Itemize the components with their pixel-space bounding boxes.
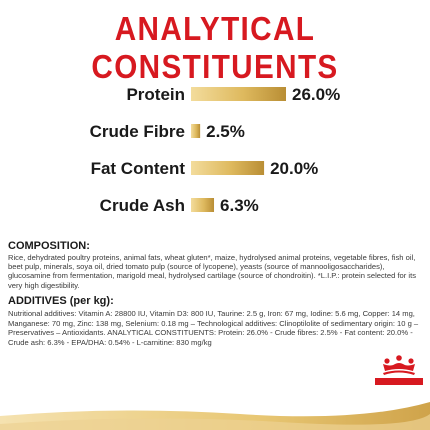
category-label: Fat Content (91, 159, 186, 178)
bar (191, 161, 265, 175)
additives-text: Nutritional additives: Vitamin A: 28800 … (8, 309, 419, 347)
analytical-bar-chart: Protein 26.0% Crude Fibre 2.5% Fat Content 20… (90, 85, 341, 215)
bar (191, 198, 215, 212)
composition-text: Rice, dehydrated poultry proteins, anima… (8, 253, 417, 290)
bar (191, 124, 201, 138)
category-label: Protein (126, 85, 185, 104)
bar (191, 87, 286, 101)
category-label: Crude Ash (100, 196, 185, 215)
value-label: 6.3% (220, 196, 259, 215)
page-title: ANALYTICAL CONSTITUENTS (91, 10, 339, 85)
decorative-gold-wave (0, 402, 430, 430)
category-label: Crude Fibre (90, 122, 185, 141)
value-label: 20.0% (270, 159, 318, 178)
additives-heading: ADDITIVES (per kg): (8, 295, 114, 307)
value-label: 2.5% (206, 122, 245, 141)
royal-canin-logo (375, 355, 423, 385)
value-label: 26.0% (292, 85, 340, 104)
composition-heading: COMPOSITION: (8, 240, 90, 252)
